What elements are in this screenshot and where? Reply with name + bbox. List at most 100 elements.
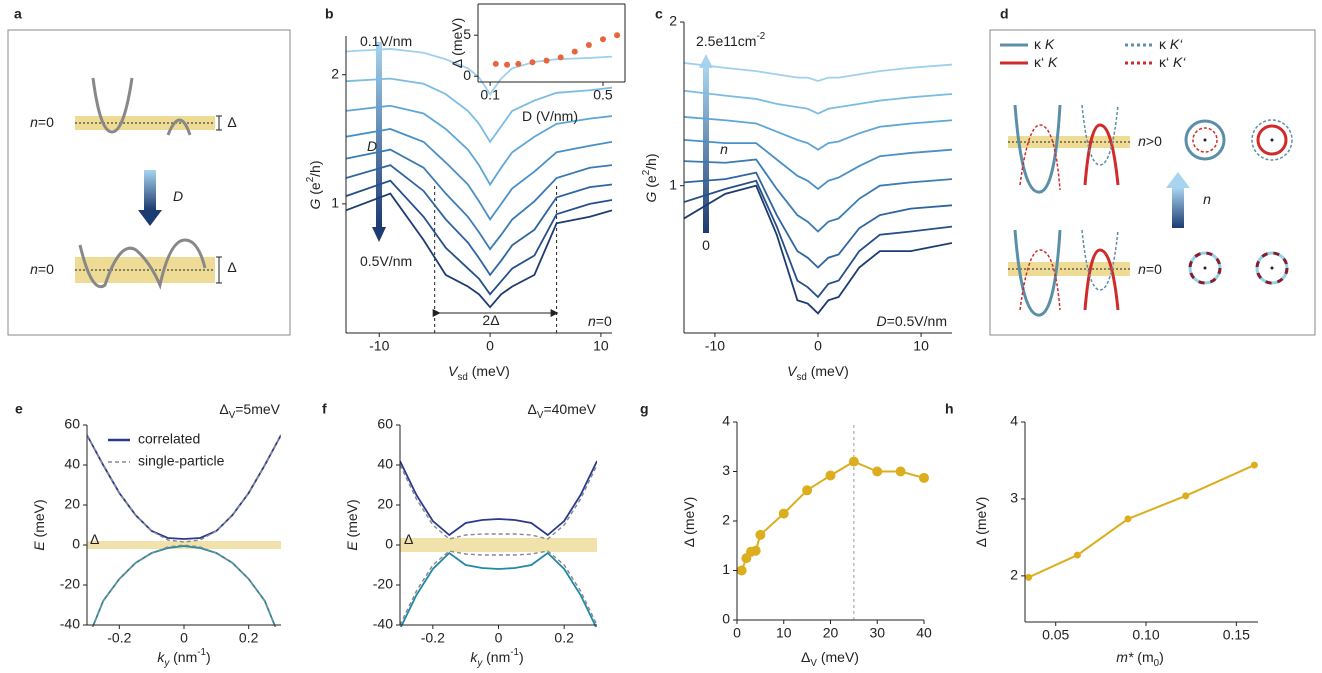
x-axis-label-part: Δ <box>801 649 810 665</box>
band <box>1081 104 1119 166</box>
x-axis-label-part: sd <box>457 372 467 383</box>
y-axis-label-part: (meV) <box>31 499 47 541</box>
diagram-label-part: n <box>1203 191 1211 207</box>
x-axis-label: ky (nm-1) <box>157 647 210 669</box>
legend-label-part: κ‘ <box>1159 54 1173 70</box>
fermi-surface <box>1256 124 1288 156</box>
x-axis-label-part: -1 <box>197 647 206 658</box>
x-tick-label: 20 <box>823 625 839 641</box>
y-axis-label-part: G <box>307 199 323 210</box>
panel-label: b <box>325 6 334 22</box>
x-tick-label: 0 <box>486 338 494 354</box>
legend-label-part: K <box>1045 36 1055 52</box>
x-tick-label: 0.1 <box>480 87 500 103</box>
x-axis-label-part: m* <box>1116 649 1134 665</box>
fermi-surface <box>1255 251 1289 285</box>
diagram-label: n=0 <box>30 114 54 130</box>
y-tick-label: -20 <box>373 576 393 592</box>
band <box>166 118 192 136</box>
chart: 0.05 0.10 0.15 2 3 4 <box>1010 413 1258 643</box>
legend-label: single-particle <box>138 453 225 469</box>
x-tick-label: 0 <box>733 625 741 641</box>
x-axis-label-part: k <box>470 649 478 665</box>
band <box>1081 229 1119 291</box>
x-axis-label-part: (meV) <box>807 363 849 379</box>
x-axis-label-part: D (V/nm) <box>522 108 578 124</box>
legend-label-part: κ <box>1034 36 1045 52</box>
legend-label: κ‘ K‘ <box>1159 54 1186 70</box>
x-tick-label: 0.5 <box>593 87 613 103</box>
y-tick-label: 0 <box>722 611 730 627</box>
y-tick-label: 60 <box>64 416 80 432</box>
y-tick-label: 2 <box>722 512 730 528</box>
panel-label: c <box>655 6 663 22</box>
x-axis-label-part: ) <box>206 649 211 665</box>
y-tick-label: 20 <box>377 496 393 512</box>
diagram-label: D <box>173 188 183 204</box>
x-axis-label-part: (nm <box>169 649 197 665</box>
x-axis-label-part: V <box>448 363 459 379</box>
fermi-surface <box>1251 119 1293 161</box>
series-line <box>684 116 952 151</box>
annotation-part: 0 <box>702 237 710 253</box>
chart-title-part: V <box>229 410 236 421</box>
chart-title-part: Δ <box>528 401 537 417</box>
data-point <box>1250 461 1258 469</box>
x-axis-label: Vsd (meV) <box>787 363 849 383</box>
annotation-part: 0.1V/nm <box>360 33 412 49</box>
data-point <box>825 470 836 481</box>
annotation: n=0 <box>588 313 612 329</box>
y-axis-label: E (meV) <box>344 499 360 550</box>
annotation-part: D <box>877 313 887 329</box>
y-axis-label-part: (e <box>643 175 659 192</box>
fermi-surface <box>1192 127 1218 153</box>
annotation-part: Δ <box>90 531 99 547</box>
x-tick-label: 0.05 <box>1042 627 1069 643</box>
data-point <box>515 60 522 67</box>
data-point <box>504 61 511 68</box>
panel-frame <box>7 29 291 336</box>
y-axis-label-part: (meV) <box>344 499 360 541</box>
arrow <box>144 170 156 210</box>
data-point <box>1124 515 1132 523</box>
arrow-head <box>138 210 162 226</box>
y-tick-label: 3 <box>1010 490 1018 506</box>
data-point <box>543 57 550 64</box>
y-tick-label: -40 <box>60 616 80 632</box>
arrow <box>1172 188 1184 228</box>
chart-title: ΔV=5meV <box>219 401 280 421</box>
y-axis-label: E (meV) <box>31 499 47 550</box>
arrow-head <box>372 227 386 242</box>
x-axis-label-part: (meV) <box>468 363 510 379</box>
band <box>1083 123 1120 186</box>
x-axis-label: Vsd (meV) <box>448 363 510 383</box>
x-tick-label: 0.15 <box>1223 627 1250 643</box>
annotation: n <box>720 141 728 157</box>
y-axis-label: Δ (meV) <box>449 18 465 69</box>
series-line <box>346 48 612 96</box>
annotation-part: -2 <box>756 31 765 42</box>
x-tick-label: 10 <box>776 625 792 641</box>
diagram-label: Δ <box>227 114 236 130</box>
panel-label: d <box>1000 6 1009 22</box>
x-axis-label-part: 0 <box>1154 658 1160 669</box>
x-tick-label: 40 <box>916 625 932 641</box>
x-tick-label: 30 <box>869 625 885 641</box>
annotation: 0 <box>702 237 710 253</box>
center <box>1270 138 1274 142</box>
chart-title-part: =40meV <box>543 401 596 417</box>
bracket <box>216 256 222 284</box>
annotation-part: =0 <box>596 313 612 329</box>
data-point <box>599 36 606 43</box>
x-axis-label-part: ) <box>519 649 524 665</box>
band <box>1013 104 1062 194</box>
x-axis-label-part: ) <box>1159 649 1164 665</box>
series-line <box>400 460 597 537</box>
y-axis-label-part: Δ (meV) <box>449 18 465 69</box>
diagram-label-part: =0 <box>38 261 54 277</box>
arrow-head <box>1166 172 1190 188</box>
series-line <box>684 171 952 269</box>
series-line <box>346 77 612 144</box>
y-axis-label-part: /h) <box>643 153 659 169</box>
